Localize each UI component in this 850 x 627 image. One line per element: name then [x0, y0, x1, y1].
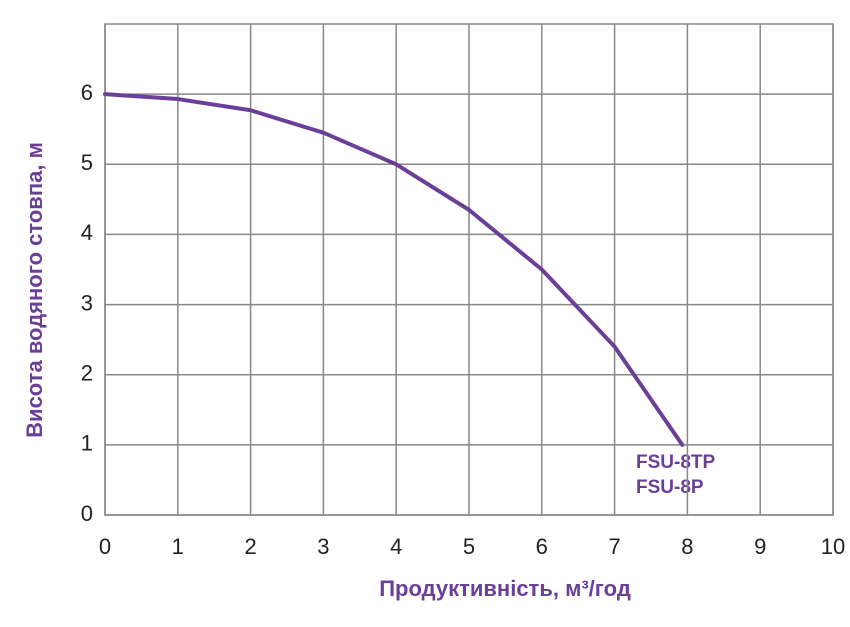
x-tick-label: 1 — [172, 534, 184, 559]
x-tick-label: 3 — [317, 534, 329, 559]
x-tick-label: 7 — [608, 534, 620, 559]
x-tick-label: 2 — [244, 534, 256, 559]
y-axis-title: Висота водяного стовпа, м — [22, 142, 47, 438]
y-tick-label: 6 — [81, 80, 93, 105]
y-tick-label: 4 — [81, 220, 93, 245]
y-tick-label: 2 — [81, 361, 93, 386]
x-tick-label: 4 — [390, 534, 402, 559]
y-tick-label: 1 — [81, 431, 93, 456]
x-tick-label: 5 — [463, 534, 475, 559]
annotation: FSU-8TP — [636, 452, 716, 473]
annotation: FSU-8P — [636, 477, 704, 498]
y-tick-label: 3 — [81, 290, 93, 315]
x-tick-label: 0 — [99, 534, 111, 559]
x-tick-label: 6 — [536, 534, 548, 559]
x-tick-label: 10 — [821, 534, 845, 559]
x-axis-title: Продуктивність, м³/год — [379, 576, 631, 601]
y-tick-label: 5 — [81, 150, 93, 175]
curve — [103, 92, 685, 447]
x-tick-label: 9 — [754, 534, 766, 559]
x-tick-label: 8 — [681, 534, 693, 559]
y-tick-label: 0 — [81, 501, 93, 526]
